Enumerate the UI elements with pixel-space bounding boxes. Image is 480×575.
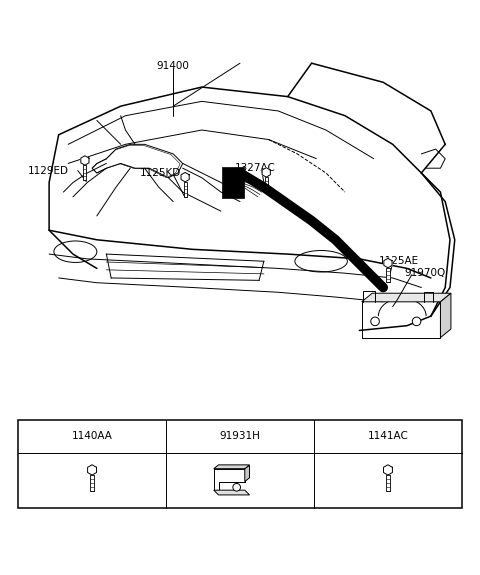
Polygon shape: [384, 465, 393, 475]
Bar: [183, 182, 187, 197]
Polygon shape: [181, 172, 189, 182]
Polygon shape: [384, 258, 392, 268]
Bar: [264, 177, 268, 192]
Bar: [18, 420, 462, 508]
Bar: [386, 268, 389, 282]
Circle shape: [371, 317, 379, 325]
Text: 91931H: 91931H: [219, 431, 261, 442]
Bar: [222, 167, 243, 198]
Text: 91970Q: 91970Q: [405, 268, 446, 278]
Polygon shape: [92, 144, 183, 178]
Text: 1327AC: 1327AC: [235, 163, 276, 173]
Polygon shape: [87, 465, 96, 475]
Circle shape: [233, 484, 240, 491]
Text: 1140AA: 1140AA: [72, 431, 112, 442]
Text: 1125KD: 1125KD: [140, 168, 181, 178]
Text: 1129ED: 1129ED: [28, 166, 69, 175]
Circle shape: [412, 317, 421, 325]
Polygon shape: [214, 490, 250, 495]
Polygon shape: [262, 168, 270, 177]
Polygon shape: [81, 156, 89, 165]
Text: 91400: 91400: [157, 60, 190, 71]
Polygon shape: [245, 465, 250, 481]
Bar: [90, 475, 94, 491]
Text: 1125AE: 1125AE: [378, 256, 419, 266]
Bar: [84, 165, 86, 180]
Polygon shape: [362, 293, 451, 302]
Polygon shape: [214, 465, 250, 469]
Text: 1141AC: 1141AC: [368, 431, 408, 442]
Bar: [386, 475, 390, 491]
Polygon shape: [441, 293, 451, 338]
